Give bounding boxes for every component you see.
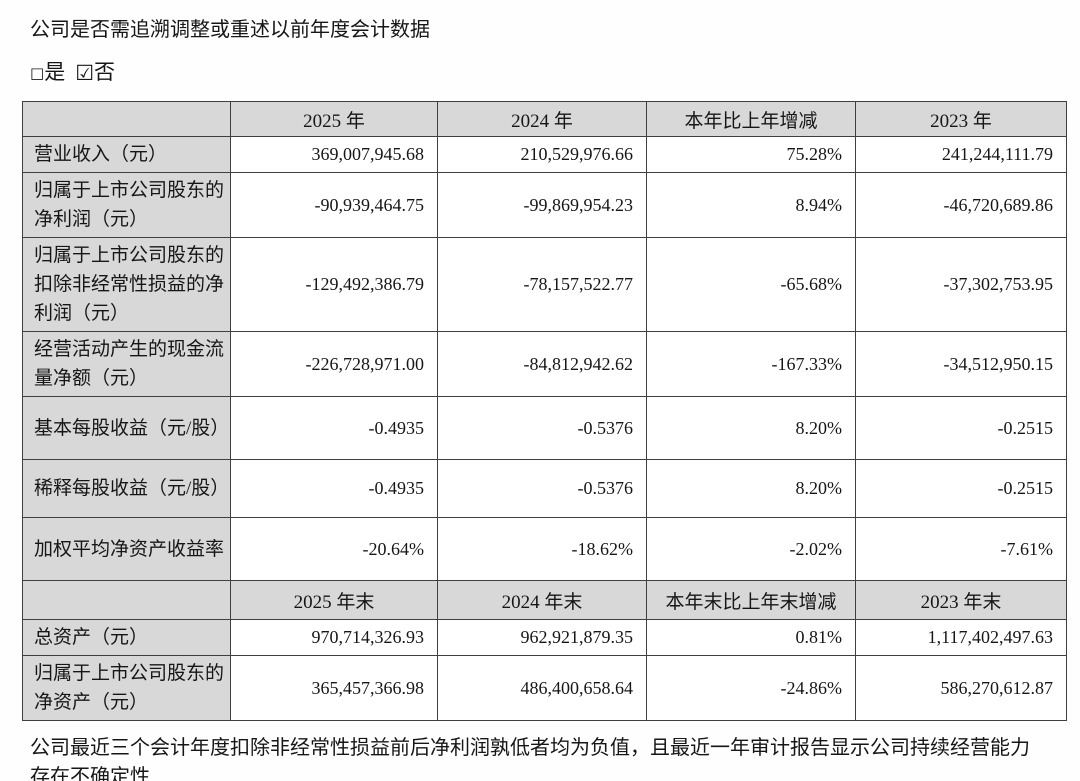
annual-header-row: 2025 年 2024 年 本年比上年增减 2023 年	[22, 101, 1067, 137]
cell-value: -0.2515	[855, 459, 1067, 518]
cell-value: 586,270,612.87	[855, 655, 1067, 721]
table-row-total-assets: 总资产（元） 970,714,326.93 962,921,879.35 0.8…	[22, 619, 1067, 656]
cell-value: 1,117,402,497.63	[855, 619, 1067, 656]
cell-value: -34,512,950.15	[855, 331, 1067, 397]
corner-cell	[22, 101, 231, 137]
cell-value: 210,529,976.66	[437, 136, 647, 173]
cell-value: 8.20%	[646, 459, 856, 518]
row-label: 基本每股收益（元/股）	[22, 396, 231, 460]
cell-value: -226,728,971.00	[230, 331, 438, 397]
cell-value: -78,157,522.77	[437, 237, 647, 332]
column-header-2024: 2024 年	[437, 101, 647, 137]
table-row-operating-cash-flow: 经营活动产生的现金流量净额（元） -226,728,971.00 -84,812…	[22, 331, 1067, 397]
yes-label: 是	[44, 60, 66, 84]
cell-value: -99,869,954.23	[437, 172, 647, 238]
column-header-2023: 2023 年	[855, 101, 1067, 137]
corner-cell	[22, 580, 231, 620]
row-label: 归属于上市公司股东的净利润（元）	[22, 172, 231, 238]
table-row-basic-eps: 基本每股收益（元/股） -0.4935 -0.5376 8.20% -0.251…	[22, 396, 1067, 460]
cell-value: -90,939,464.75	[230, 172, 438, 238]
going-concern-statement: 公司最近三个会计年度扣除非经常性损益前后净利润孰低者均为负值，且最近一年审计报告…	[30, 737, 1030, 781]
cell-value: 241,244,111.79	[855, 136, 1067, 173]
cell-value: -65.68%	[646, 237, 856, 332]
row-label: 稀释每股收益（元/股）	[22, 459, 231, 518]
row-label: 归属于上市公司股东的扣除非经常性损益的净利润（元）	[22, 237, 231, 332]
row-label: 经营活动产生的现金流量净额（元）	[22, 331, 231, 397]
cell-value: 365,457,366.98	[230, 655, 438, 721]
cell-value: 970,714,326.93	[230, 619, 438, 656]
table-row-net-assets: 归属于上市公司股东的净资产（元） 365,457,366.98 486,400,…	[22, 655, 1067, 721]
checkbox-checked-icon: ☑	[75, 61, 95, 85]
cell-value: -84,812,942.62	[437, 331, 647, 397]
column-header-yoy-end-change: 本年末比上年末增减	[646, 580, 856, 620]
cell-value: 75.28%	[646, 136, 856, 173]
cell-value: -24.86%	[646, 655, 856, 721]
cell-value: -18.62%	[437, 517, 647, 581]
period-end-header-row: 2025 年末 2024 年末 本年末比上年末增减 2023 年末	[22, 580, 1067, 620]
cell-value: 369,007,945.68	[230, 136, 438, 173]
table-row-net-profit-excl-nonrecurring: 归属于上市公司股东的扣除非经常性损益的净利润（元） -129,492,386.7…	[22, 237, 1067, 332]
no-label: 否	[94, 60, 116, 84]
column-header-2025-end: 2025 年末	[230, 580, 438, 620]
cell-value: -37,302,753.95	[855, 237, 1067, 332]
cell-value: -20.64%	[230, 517, 438, 581]
column-header-yoy-change: 本年比上年增减	[646, 101, 856, 137]
cell-value: -0.4935	[230, 396, 438, 460]
cell-value: 8.20%	[646, 396, 856, 460]
financial-summary-table: 2025 年 2024 年 本年比上年增减 2023 年 营业收入（元） 369…	[22, 101, 1067, 721]
row-label: 总资产（元）	[22, 619, 231, 656]
cell-value: 962,921,879.35	[437, 619, 647, 656]
cell-value: -0.4935	[230, 459, 438, 518]
row-label: 加权平均净资产收益率	[22, 517, 231, 581]
column-header-2023-end: 2023 年末	[855, 580, 1067, 620]
column-header-2024-end: 2024 年末	[437, 580, 647, 620]
column-header-2025: 2025 年	[230, 101, 438, 137]
restatement-answer: □是 ☑否	[30, 57, 1066, 88]
cell-value: -129,492,386.79	[230, 237, 438, 332]
cell-value: -0.2515	[855, 396, 1067, 460]
table-row-diluted-eps: 稀释每股收益（元/股） -0.4935 -0.5376 8.20% -0.251…	[22, 459, 1067, 518]
cell-value: -46,720,689.86	[855, 172, 1067, 238]
cell-value: 0.81%	[646, 619, 856, 656]
table-row-weighted-avg-roe: 加权平均净资产收益率 -20.64% -18.62% -2.02% -7.61%	[22, 517, 1067, 581]
cell-value: -0.5376	[437, 396, 647, 460]
row-label: 营业收入（元）	[22, 136, 231, 173]
table-row-revenue: 营业收入（元） 369,007,945.68 210,529,976.66 75…	[22, 136, 1067, 173]
checkbox-unchecked-icon: □	[30, 64, 45, 82]
restatement-question: 公司是否需追溯调整或重述以前年度会计数据	[30, 19, 430, 41]
cell-value: 8.94%	[646, 172, 856, 238]
cell-value: -167.33%	[646, 331, 856, 397]
cell-value: 486,400,658.64	[437, 655, 647, 721]
table-row-net-profit: 归属于上市公司股东的净利润（元） -90,939,464.75 -99,869,…	[22, 172, 1067, 238]
cell-value: -0.5376	[437, 459, 647, 518]
cell-value: -7.61%	[855, 517, 1067, 581]
cell-value: -2.02%	[646, 517, 856, 581]
row-label: 归属于上市公司股东的净资产（元）	[22, 655, 231, 721]
